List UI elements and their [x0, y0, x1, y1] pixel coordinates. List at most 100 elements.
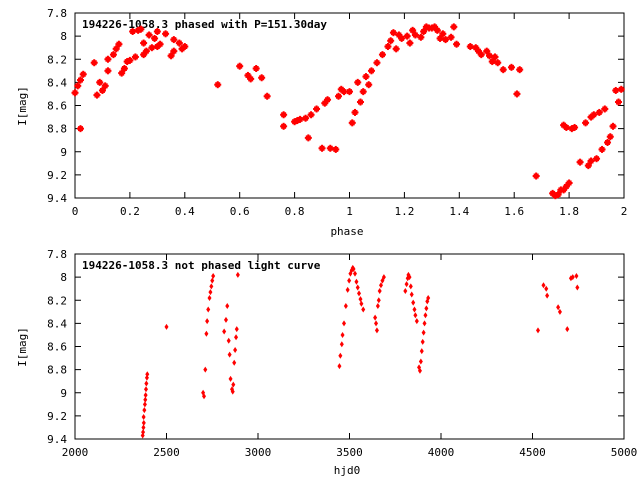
- data-point-phased: [76, 125, 84, 133]
- data-point-unphased: [141, 414, 146, 421]
- data-point-unphased: [142, 401, 147, 408]
- data-point-unphased: [347, 277, 352, 284]
- data-point-unphased: [211, 272, 216, 279]
- data-point-phased: [395, 31, 403, 39]
- data-point-phased: [96, 78, 104, 86]
- data-point-unphased: [381, 274, 386, 281]
- data-point-phased: [442, 36, 450, 44]
- data-point-unphased: [339, 341, 344, 348]
- data-point-unphased: [208, 289, 213, 296]
- data-point-phased: [236, 62, 244, 70]
- unphased-chart: 194226-1058.3 not phased light curve hjd…: [16, 248, 637, 477]
- y-tick-label: 9.2: [47, 169, 67, 182]
- data-point-unphased: [223, 316, 228, 323]
- data-point-unphased: [414, 318, 419, 325]
- data-point-phased: [431, 23, 439, 31]
- x-tick-label: 2: [621, 205, 628, 218]
- data-point-phased: [178, 45, 186, 53]
- data-point-phased: [436, 34, 444, 42]
- data-point-phased: [263, 92, 271, 100]
- data-point-phased: [258, 74, 266, 82]
- data-point-unphased: [202, 393, 207, 400]
- data-point-unphased: [226, 337, 231, 344]
- data-point-unphased: [375, 303, 380, 310]
- x-tick-label: 1.6: [504, 205, 524, 218]
- data-point-unphased: [376, 297, 381, 304]
- data-point-phased: [422, 23, 430, 31]
- data-point-unphased: [373, 314, 378, 321]
- data-point-phased: [93, 91, 101, 99]
- data-point-phased: [562, 123, 570, 131]
- y-tick-label: 8.6: [47, 341, 67, 354]
- data-point-unphased: [345, 286, 350, 293]
- data-point-phased: [409, 26, 417, 34]
- x-tick-label: 1.4: [449, 205, 469, 218]
- data-point-unphased: [231, 381, 236, 388]
- data-point-phased: [406, 39, 414, 47]
- data-point-unphased: [570, 274, 575, 281]
- data-point-phased: [485, 52, 493, 60]
- data-point-phased: [584, 162, 592, 170]
- data-point-unphased: [351, 266, 356, 273]
- data-point-unphased: [143, 396, 148, 403]
- data-point-unphased: [404, 281, 409, 288]
- data-point-unphased: [403, 288, 408, 294]
- data-point-phased: [615, 98, 623, 106]
- data-point-phased: [439, 30, 447, 38]
- data-point-phased: [417, 33, 425, 41]
- data-point-phased: [126, 56, 134, 64]
- data-point-unphased: [411, 299, 416, 306]
- y-tick-label: 8.6: [47, 100, 67, 113]
- data-point-unphased: [164, 323, 169, 330]
- data-point-phased: [337, 85, 345, 93]
- data-point-unphased: [354, 278, 359, 285]
- data-point-unphased: [422, 320, 427, 327]
- data-point-phased: [153, 28, 161, 35]
- data-point-unphased: [225, 303, 230, 310]
- data-point-phased: [507, 63, 515, 71]
- data-point-phased: [392, 45, 400, 53]
- data-point-phased: [123, 58, 131, 66]
- data-point-unphased: [377, 288, 382, 294]
- data-point-phased: [181, 43, 189, 51]
- data-point-phased: [516, 66, 524, 74]
- y-tick-label: 8.8: [47, 364, 67, 377]
- data-point-phased: [148, 44, 156, 52]
- data-point-phased: [532, 172, 540, 180]
- data-point-unphased: [227, 351, 232, 358]
- data-point-phased: [499, 66, 507, 74]
- data-point-unphased: [206, 306, 211, 313]
- data-point-unphased: [408, 283, 413, 290]
- data-point-unphased: [409, 291, 414, 298]
- data-point-unphased: [424, 305, 429, 312]
- data-point-unphased: [359, 300, 364, 307]
- x-tick-label: 0.2: [120, 205, 140, 218]
- data-point-phased: [604, 139, 612, 146]
- data-point-phased: [483, 47, 491, 55]
- data-point-phased: [576, 158, 584, 166]
- data-point-phased: [354, 78, 362, 86]
- x-tick-label: 1.8: [559, 205, 579, 218]
- data-point-unphased: [426, 294, 431, 301]
- data-point-phased: [151, 34, 159, 42]
- data-point-phased: [598, 145, 606, 153]
- data-point-unphased: [233, 346, 238, 353]
- data-point-unphased: [340, 331, 345, 338]
- data-points-unphased: [140, 264, 580, 439]
- y-tick-label: 9.4: [47, 192, 67, 205]
- data-point-phased: [118, 69, 126, 77]
- data-point-unphased: [565, 326, 570, 333]
- data-point-phased: [450, 23, 458, 31]
- x-axis-label-phased: phase: [330, 225, 363, 238]
- data-point-unphased: [142, 407, 147, 414]
- y-axis-label-phased: I[mag]: [16, 86, 29, 126]
- y-tick-label: 9: [60, 146, 67, 159]
- data-point-unphased: [544, 285, 549, 292]
- data-point-unphased: [207, 294, 212, 301]
- data-point-phased: [307, 111, 315, 119]
- data-point-unphased: [144, 386, 149, 393]
- data-point-phased: [356, 98, 364, 106]
- data-point-unphased: [228, 375, 233, 382]
- data-point-unphased: [234, 334, 239, 341]
- data-point-phased: [304, 134, 312, 142]
